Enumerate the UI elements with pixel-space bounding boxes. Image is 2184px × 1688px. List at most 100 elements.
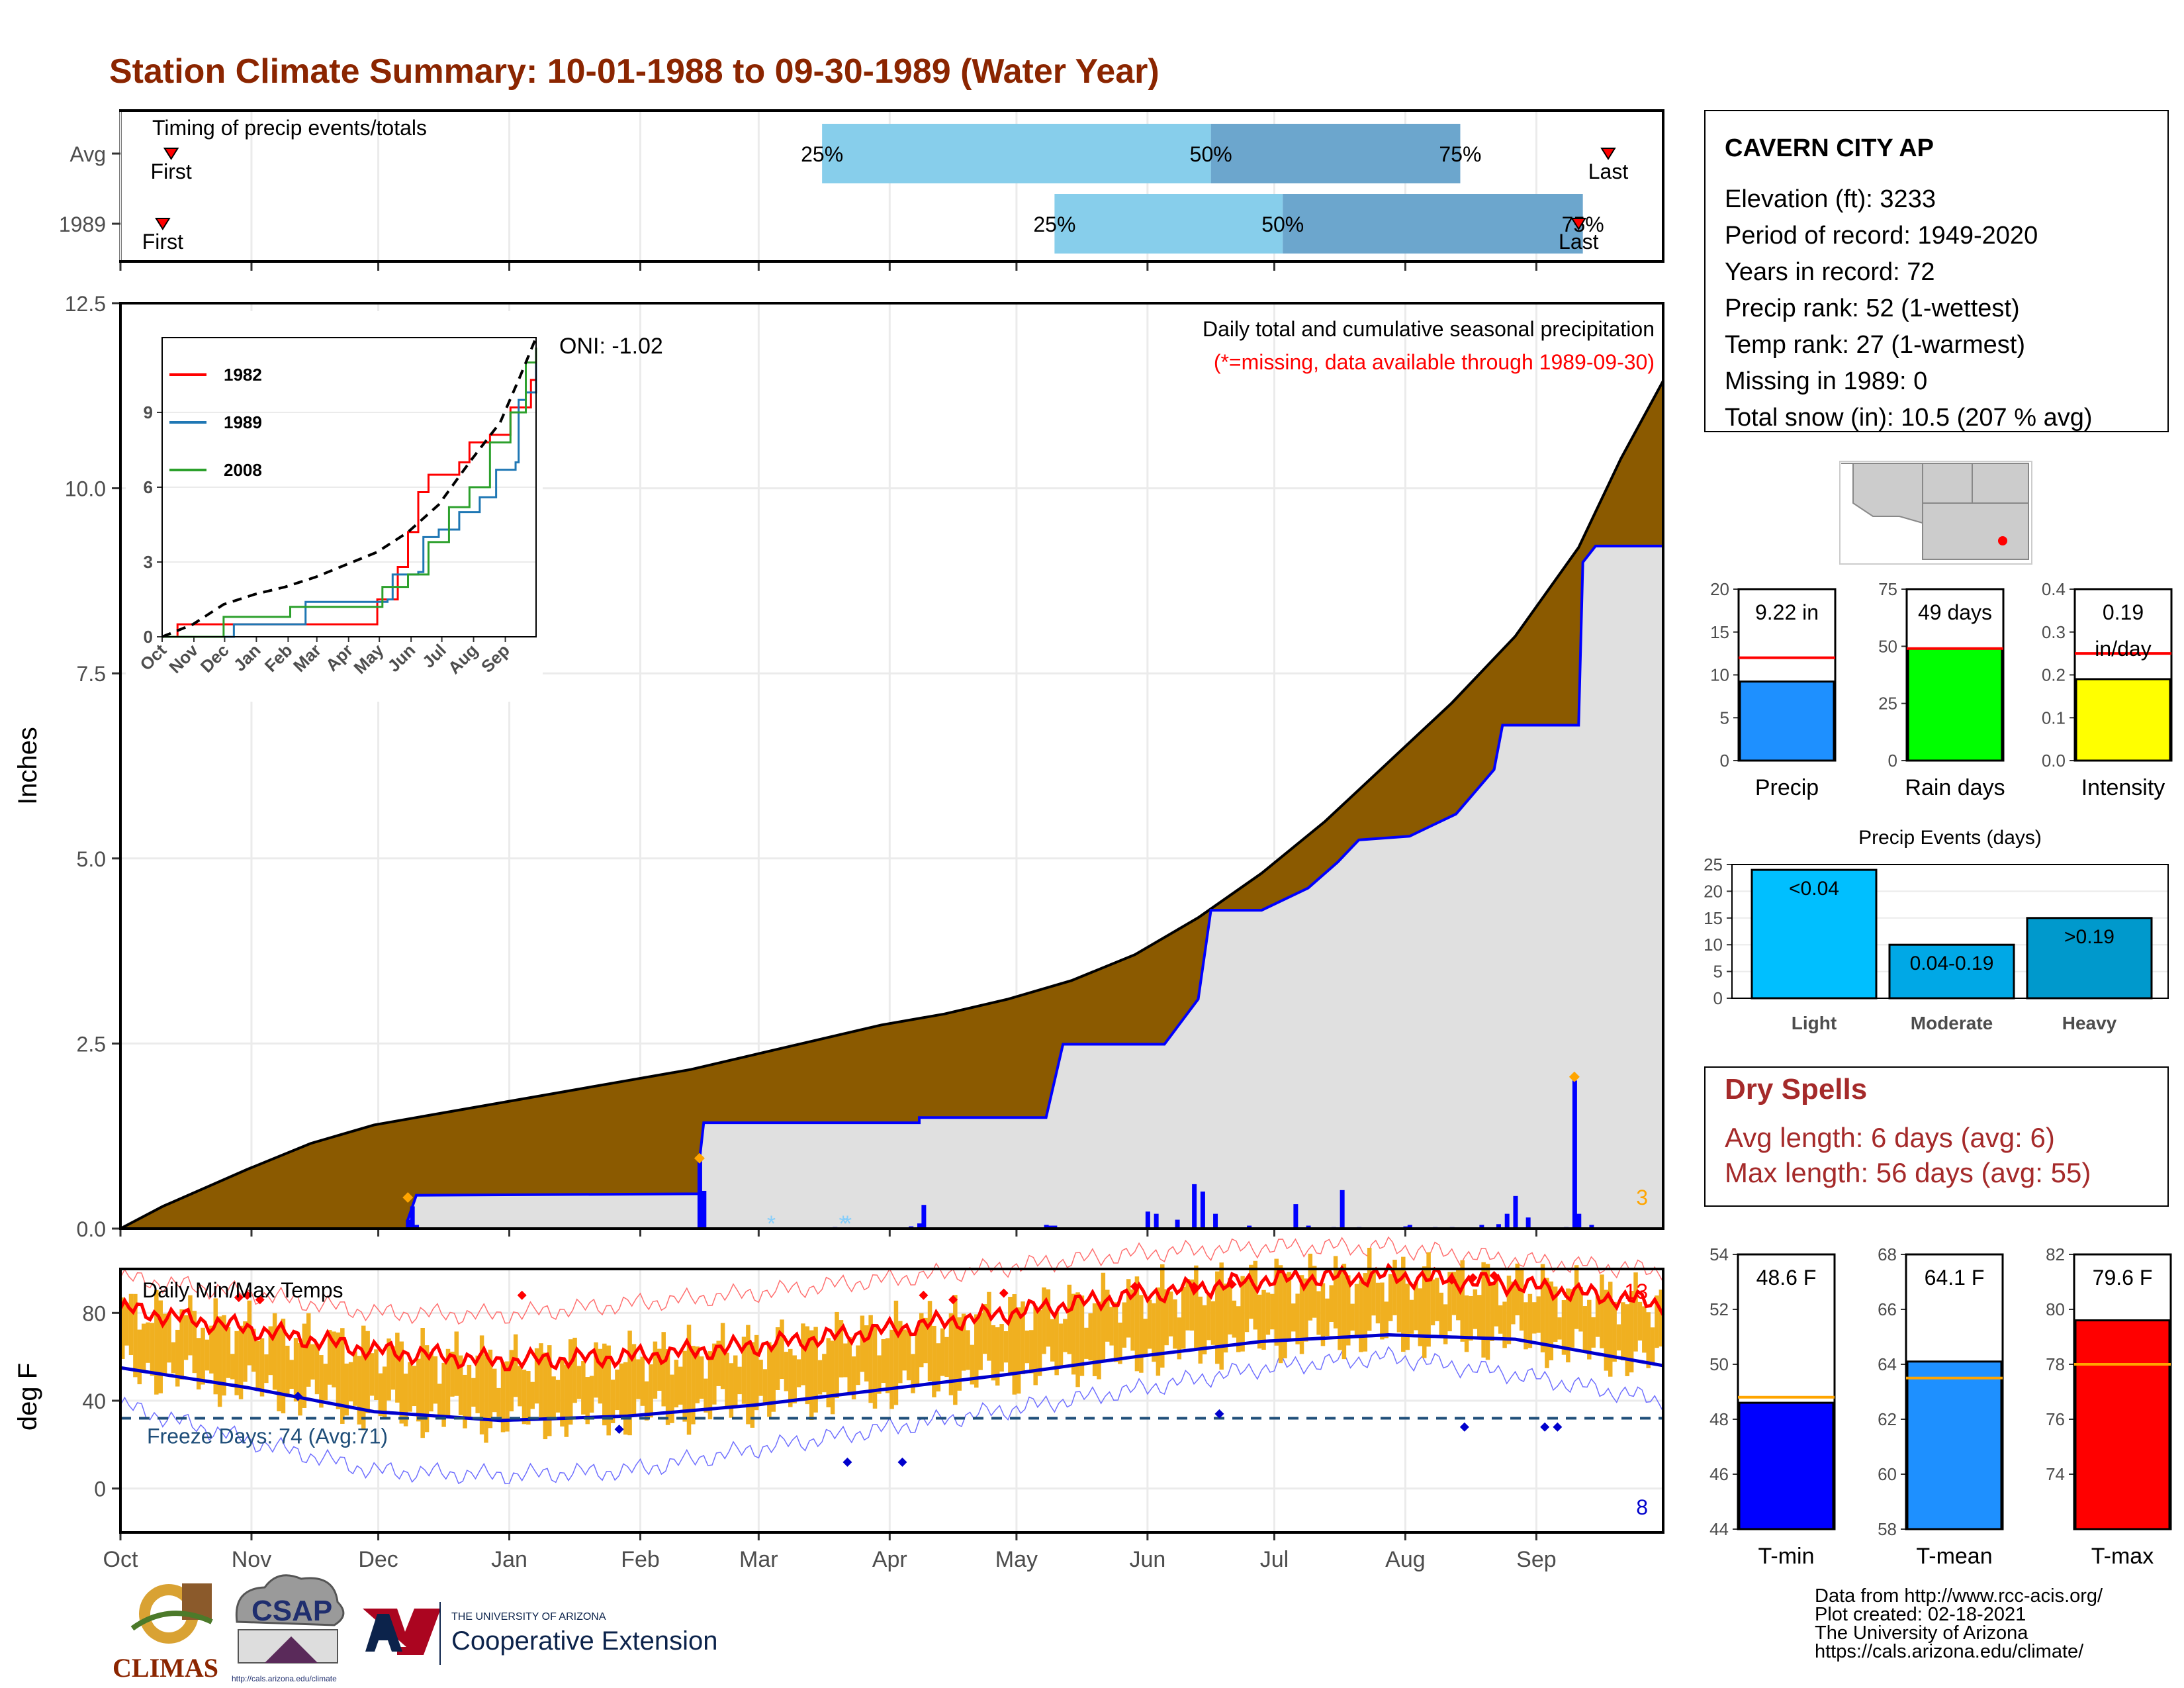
large-event-marker [694, 1152, 705, 1164]
daily-temp-bar [433, 1356, 438, 1404]
daily-temp-bar [1219, 1262, 1224, 1370]
daily-temp-bar [319, 1355, 324, 1408]
mini-tick-label-y: 0.1 [2042, 708, 2066, 727]
locator-map [1839, 461, 2032, 565]
daily-temp-bar [631, 1344, 637, 1415]
daily-temp-bar [1101, 1272, 1106, 1360]
daily-temp-bar [1033, 1305, 1038, 1385]
last-event-label: Last [1559, 230, 1599, 254]
daily-temp-bar [124, 1302, 129, 1346]
daily-temp-bar [948, 1313, 954, 1395]
daily-temp-bar [1329, 1285, 1334, 1323]
daily-temp-bar [754, 1335, 759, 1411]
temp-panel-frame [119, 1268, 1664, 1534]
daily-temp-bar [733, 1355, 738, 1406]
record-low-marker [897, 1457, 907, 1467]
daily-temp-bar [1164, 1289, 1169, 1346]
daily-temp-bar [146, 1322, 150, 1363]
record-high-marker [948, 1295, 958, 1305]
daily-temp-bar [957, 1317, 962, 1391]
daily-temp-bar [936, 1343, 941, 1392]
mini-value-label: 0.19 [2103, 600, 2144, 624]
daily-temp-bar [704, 1378, 708, 1413]
daily-temp-bar [1071, 1293, 1076, 1375]
month-label: Jun [1129, 1547, 1165, 1572]
daily-precip-bar [1407, 1225, 1412, 1229]
daily-temp-bar [636, 1359, 641, 1399]
events-bar [1751, 868, 1878, 1000]
daily-temp-bar [1469, 1295, 1473, 1341]
daily-temp-bar [864, 1325, 869, 1382]
info-line: Period of record: 1949-2020 [1725, 222, 2038, 250]
month-label: Feb [621, 1547, 660, 1572]
daily-precip-bar [702, 1190, 707, 1229]
month-label: Apr [872, 1547, 907, 1572]
snow-marker: * [767, 1211, 776, 1237]
daily-temp-bar [610, 1380, 615, 1423]
daily-temp-bar [1265, 1292, 1271, 1335]
events-bar [2026, 917, 2153, 1000]
daily-temp-bar [1426, 1252, 1431, 1347]
daily-temp-bar [175, 1329, 180, 1387]
daily-temp-bar [1143, 1319, 1148, 1357]
daily-temp-bar [310, 1344, 315, 1380]
daily-temp-bar [513, 1334, 518, 1397]
daily-temp-bar [1024, 1331, 1030, 1364]
csap-wordmark: CSAP [251, 1595, 332, 1627]
daily-temp-bar [217, 1316, 222, 1407]
daily-temp-bar [615, 1369, 619, 1411]
daily-temp-bar [408, 1362, 412, 1412]
large-event-marker [1569, 1071, 1580, 1082]
daily-temp-bar [484, 1354, 488, 1443]
daily-temp-bar [154, 1289, 159, 1395]
events-category-label: Light [1792, 1013, 1837, 1033]
daily-temp-bar [568, 1339, 573, 1425]
last-event-label: Last [1588, 160, 1629, 183]
daily-temp-bar [150, 1323, 155, 1376]
daily-temp-bar [1346, 1275, 1351, 1346]
daily-temp-bar [1578, 1286, 1583, 1332]
daily-temp-bar [1118, 1323, 1122, 1364]
oni-label: ONI: -1.02 [559, 334, 663, 359]
daily-temp-bar [467, 1364, 472, 1420]
precip-panel-frame [119, 302, 1664, 1230]
daily-temp-bar [306, 1313, 311, 1387]
mini-tick-label-y: 80 [2046, 1299, 2065, 1319]
month-label: Jul [1260, 1547, 1289, 1572]
daily-temp-bar [1134, 1276, 1140, 1372]
daily-temp-bar [530, 1382, 535, 1409]
daily-precip-bar [1589, 1225, 1594, 1229]
timing-chart: Timing of precip events/totals Avg 25% 50% 7… [59, 112, 1629, 271]
daily-temp-bar [1642, 1306, 1647, 1353]
record-low-marker [614, 1425, 624, 1434]
daily-temp-bar [264, 1354, 269, 1383]
daily-temp-bar [1181, 1286, 1186, 1349]
daily-temp-bar [775, 1327, 780, 1390]
daily-temp-bar [1113, 1302, 1118, 1362]
daily-temp-bar [725, 1352, 729, 1409]
mini-value-bar [2075, 678, 2171, 762]
daily-precip-bar [1525, 1217, 1531, 1229]
daily-temp-bar [555, 1380, 561, 1413]
daily-temp-bar [1152, 1303, 1156, 1362]
daily-temp-bar [1308, 1253, 1313, 1321]
daily-temp-bar [911, 1354, 915, 1393]
inset-legend-label: 1982 [224, 365, 262, 385]
daily-temp-bar [737, 1366, 742, 1395]
temp-tick-label-y: 40 [82, 1389, 106, 1413]
daily-temp-bar [1240, 1276, 1245, 1352]
precip-tick-label-y: 5.0 [77, 847, 106, 871]
month-label: May [995, 1547, 1038, 1572]
daily-temp-bar [1173, 1299, 1177, 1349]
daily-temp-bar [1418, 1288, 1423, 1346]
info-line: Precip rank: 52 (1-wettest) [1725, 295, 2020, 322]
daily-temp-bar [209, 1325, 214, 1374]
mini-value-bar [1907, 647, 2003, 762]
mini-tick-label-y: 68 [1878, 1244, 1897, 1264]
daily-temp-bar [348, 1362, 353, 1402]
daily-temp-bar [1139, 1295, 1144, 1373]
daily-temp-bar [1519, 1270, 1524, 1331]
daily-temp-bar [851, 1356, 856, 1399]
daily-temp-bar [137, 1329, 142, 1385]
daily-temp-bar [357, 1356, 362, 1425]
